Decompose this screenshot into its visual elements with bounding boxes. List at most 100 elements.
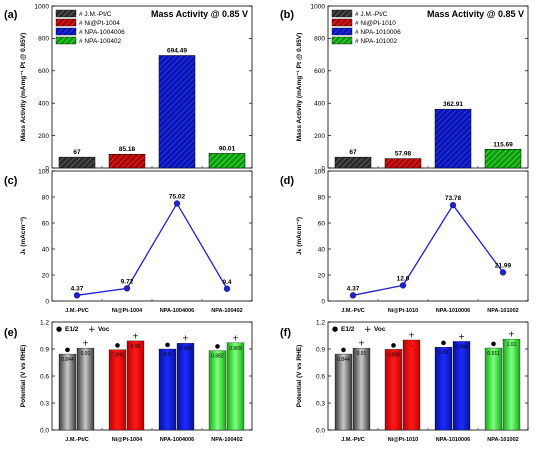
x-tick-label: NPA-1010006 [436,437,470,443]
data-point [499,269,507,276]
bar-value-label: 0.892 [111,353,124,359]
y-tick-label: 1000 [35,3,50,10]
panel-letter: (a) [4,9,18,21]
data-point [123,285,131,292]
data-label: 12.0 [397,275,410,282]
bar-value-label: 1.01 [507,342,517,348]
bar [402,339,421,431]
legend-marker: + [88,325,96,335]
series-marker: + [508,330,515,339]
y-tick-label: 0 [45,298,49,305]
data-point [449,201,457,209]
legend: ● E1/2 + Voc [332,325,386,335]
bar [334,353,353,431]
x-tick-label: NPA-1004006 [160,437,194,443]
series-marker: + [232,333,239,342]
bar [334,156,372,169]
x-tick-label: Ni@Pt-1004 [112,437,143,443]
bar-value-label: 0.882 [211,354,224,360]
y-axis-label: Jₖ (mAcm⁻²) [20,217,27,255]
legend-entry: # J.M.-Pt/C [79,11,112,18]
legend-entry: # NPA-1004006 [79,29,125,36]
legend-entry: # NPA-1010006 [355,29,401,36]
y-tick-label: 800 [38,36,49,43]
y-axis-label: Mass Activity (mAmg⁻¹ Pt @ 0.85V) [296,33,303,142]
data-label: 4.37 [347,285,360,292]
series-marker: ● [115,342,120,349]
bar [58,156,96,169]
y-tick-label: 0 [321,298,325,305]
x-tick-label: NPA-100402 [211,308,242,314]
legend-marker: ● [332,325,338,333]
y-axis-label: Potential (V vs RHE) [20,345,27,407]
legend-marker: + [364,325,372,335]
bar [108,153,146,169]
y-tick-label: 0.3 [40,400,49,407]
y-tick-label: 0 [45,165,49,172]
bar-value-label: 57.98 [395,151,412,158]
series-marker: ● [341,347,346,354]
series-line [352,203,504,296]
y-tick-label: 60 [42,220,50,227]
bar-value-label: 0.896 [387,352,400,358]
bar [158,55,196,169]
y-tick-label: 100 [314,168,325,175]
bar [434,108,472,169]
data-point [173,200,181,207]
bar [452,341,471,431]
bar [352,347,371,431]
bar [158,348,177,431]
y-tick-label: 0.6 [40,373,49,380]
data-label: 73.78 [445,195,462,202]
legend-swatch [55,9,77,18]
bar-value-label: 90.01 [219,145,236,152]
data-point [349,292,357,299]
legend-marker: ● [56,325,62,333]
bar [484,149,522,169]
legend-swatch [55,36,77,45]
legend-entry: E1/2 [341,326,355,333]
plot-frame [327,170,529,302]
series-line [76,202,228,296]
y-tick-label: 0.0 [40,427,49,434]
series-marker: + [182,334,189,343]
bar-value-label: 0.91 [357,351,367,357]
y-tick-label: 400 [38,101,49,108]
y-tick-label: 60 [318,220,326,227]
legend-entry: Voc [98,326,110,333]
y-tick-label: 400 [314,101,325,108]
x-tick-label: J.M.-Pt/C [65,308,89,314]
panel-c: (c) 0 20 40 60 80 100 Jₖ (mAcm⁻²) J.M.-Pt/C Ni@Pt… [4,168,253,314]
bar-value-label: 0.844 [337,357,350,363]
bar [108,349,127,431]
x-tick-label: Ni@Pt-1010 [388,437,418,443]
legend-entry: # NPA-101002 [355,38,398,45]
series-marker: + [358,339,365,348]
y-tick-label: 20 [42,272,50,279]
panel-b: (b) 0 200 400 600 800 1000 Mass Activity (mAmg⁻… [280,3,529,172]
legend-entry: E1/2 [65,326,79,333]
panel-letter: (d) [280,175,294,187]
bar [384,158,422,169]
legend-swatch [331,36,353,45]
legend-entry: # J.M.-Pt/C [355,11,388,18]
bar [384,349,403,431]
y-tick-label: 100 [38,168,49,175]
bar-value-label: 362.91 [443,101,463,108]
bar-value-label: 0.844 [61,357,74,363]
bar-value-label: 85.18 [119,146,136,153]
series-marker: + [408,331,415,340]
y-tick-label: 1.2 [40,319,49,326]
bar-value-label: 0.969 [229,346,242,352]
data-point [73,292,81,299]
series-marker: ● [391,342,396,349]
x-tick-label: NPA-100402 [211,437,242,443]
data-label: 9.4 [222,279,231,286]
series-marker: ● [165,342,170,349]
panel-e: (e) 0.0 0.3 0.6 0.9 1.2 Potential (V vs RHE) J.… [4,319,253,443]
bar-value-label: 0.9 [164,352,171,358]
panel-letter: (f) [280,327,291,339]
x-tick-label: J.M.-Pt/C [65,437,89,443]
y-tick-label: 200 [314,133,325,140]
y-tick-label: 0.0 [316,427,325,434]
